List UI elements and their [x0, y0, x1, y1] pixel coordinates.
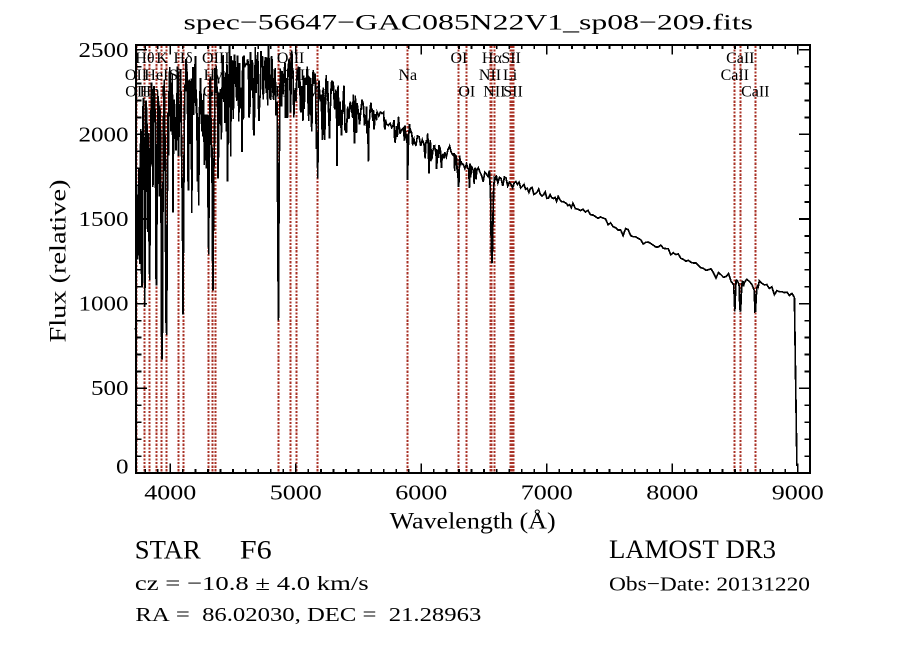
svg-text:2500: 2500: [79, 38, 129, 62]
svg-text:STAR: STAR: [135, 536, 202, 565]
svg-text:OIII: OIII: [202, 50, 230, 67]
svg-text:F6: F6: [240, 536, 272, 565]
svg-text:OI: OI: [450, 50, 467, 67]
svg-text:Hδ: Hδ: [174, 50, 193, 67]
svg-text:1500: 1500: [79, 207, 129, 231]
svg-text:Na: Na: [398, 67, 417, 84]
svg-text:CaII: CaII: [721, 67, 749, 84]
svg-text:Flux (relative): Flux (relative): [46, 180, 71, 343]
svg-text:4000: 4000: [144, 481, 196, 505]
svg-text:CaII: CaII: [726, 50, 754, 67]
svg-text:Hγ: Hγ: [204, 67, 223, 84]
svg-text:7000: 7000: [521, 481, 573, 505]
svg-text:Hα: Hα: [482, 50, 503, 67]
svg-text:cz = −10.8 ± 4.0 km/s: cz = −10.8 ± 4.0 km/s: [135, 573, 369, 595]
svg-text:spec−56647−GAC085N22V1_sp08−20: spec−56647−GAC085N22V1_sp08−209.fits: [184, 10, 754, 35]
svg-text:Obs−Date: 20131220: Obs−Date: 20131220: [609, 574, 810, 596]
svg-text:SII: SII: [501, 50, 521, 67]
svg-text:500: 500: [91, 376, 129, 400]
svg-text:Hη: Hη: [140, 84, 160, 101]
svg-text:Hθ: Hθ: [135, 50, 154, 67]
svg-text:1000: 1000: [79, 292, 129, 316]
svg-text:6000: 6000: [395, 481, 447, 505]
svg-text:Wavelength (Å): Wavelength (Å): [390, 508, 556, 533]
svg-text:OIII: OIII: [277, 50, 305, 67]
svg-text:G: G: [203, 84, 215, 101]
svg-text:NII: NII: [483, 84, 505, 101]
svg-text:HeI: HeI: [144, 67, 168, 84]
svg-text:OI: OI: [458, 84, 475, 101]
svg-text:0: 0: [116, 455, 129, 479]
svg-text:CaII: CaII: [741, 84, 769, 101]
svg-text:Li: Li: [503, 67, 518, 84]
svg-text:2000: 2000: [79, 123, 129, 147]
svg-text:5000: 5000: [270, 481, 322, 505]
svg-text:NII: NII: [479, 67, 501, 84]
svg-text:LAMOST DR3: LAMOST DR3: [609, 535, 776, 564]
svg-text:9000: 9000: [772, 481, 824, 505]
svg-text:8000: 8000: [646, 481, 698, 505]
svg-text:K: K: [156, 50, 168, 67]
svg-text:RA = 86.02030, DEC = 21.2896: RA = 86.02030, DEC = 21.28963: [135, 604, 481, 626]
svg-text:SII: SII: [503, 84, 523, 101]
